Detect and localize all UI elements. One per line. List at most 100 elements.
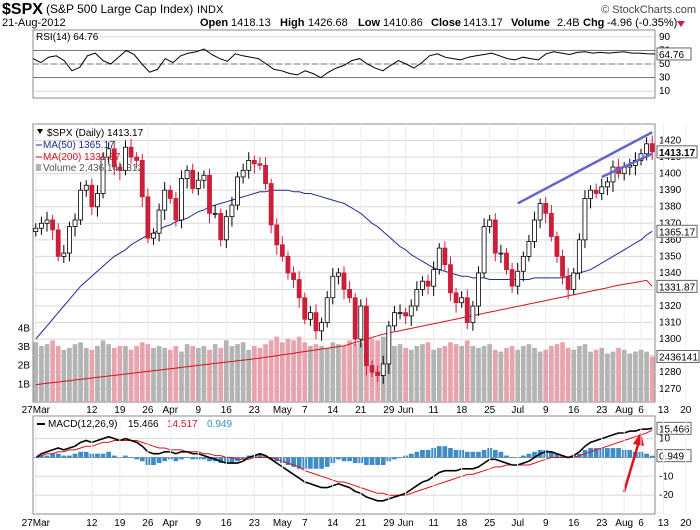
x-tick-label: May: [273, 518, 292, 529]
volume-bar: [291, 340, 296, 402]
volume-bar: [251, 346, 257, 402]
x-tick-label: 29: [383, 518, 395, 529]
macd-histogram-bar: [184, 457, 190, 458]
macd-tick-label: -20: [659, 490, 674, 501]
rsi-tick-label: 30: [659, 73, 671, 84]
macd-histogram-bar: [190, 457, 196, 460]
volume-bar: [83, 347, 89, 402]
macd-histogram-bar: [162, 457, 168, 462]
x-tick-label: 21: [355, 405, 367, 416]
quote-bar: Open 1418.13 High 1426.68 Low 1410.86 Cl…: [200, 17, 685, 29]
x-tick-label: 13: [658, 518, 670, 529]
volume-bar: [414, 346, 420, 402]
candle-body: [83, 184, 89, 191]
macd-histogram-bar: [347, 457, 352, 462]
macd-histogram-bar: [100, 453, 106, 458]
macd-histogram-bar: [509, 457, 515, 458]
volume-tick-label: 1B: [18, 379, 31, 390]
trendline: [601, 152, 653, 179]
volume-bar: [44, 344, 50, 402]
macd-histogram-bar: [123, 455, 128, 458]
volume-bar: [352, 344, 358, 402]
candle-body: [408, 305, 414, 317]
volume-bar: [576, 346, 582, 402]
macd-histogram-bar: [319, 457, 324, 469]
x-tick-label: 9: [196, 405, 202, 416]
macd-histogram-bar: [173, 457, 179, 462]
macd-histogram-bar: [50, 453, 55, 458]
x-tick-label: 23: [249, 405, 261, 416]
x-axis-middle: 27Mar 12 19 26 Apr 9 16 23 May 7 14 21 29 Jun 11 18 25 Ju…: [22, 405, 692, 416]
macd-histogram-bar: [436, 446, 442, 458]
macd-histogram-bar: [448, 448, 453, 458]
x-tick-label: 9: [196, 518, 202, 529]
x-tick-label: Jul: [511, 518, 524, 529]
volume-bar: [257, 347, 263, 402]
macd-frame: [32, 415, 656, 515]
volume-bar: [190, 346, 196, 402]
candle-body: [347, 289, 353, 299]
macd-histogram-bar: [498, 451, 504, 458]
x-tick-label: 11: [428, 518, 439, 529]
candle-body: [593, 189, 599, 194]
rsi-value-label: 64.76: [659, 50, 684, 61]
close-label: Close: [431, 17, 461, 29]
x-tick-label: 27Mar: [22, 405, 51, 416]
candle-body: [117, 166, 123, 171]
macd-histogram-bar: [134, 457, 140, 460]
volume-bar: [504, 347, 509, 402]
volume-bar: [218, 347, 224, 402]
macd-histogram-bar: [610, 448, 616, 458]
price-tick-label: 1390: [659, 185, 682, 196]
candle-body: [330, 275, 336, 299]
volume-bar: [145, 344, 151, 402]
volume-bar: [453, 344, 459, 402]
macd-legend-hist: 0.949: [207, 419, 232, 430]
x-tick-label: 16: [221, 405, 233, 416]
candle-body: [649, 143, 655, 153]
macd-histogram-bar: [106, 451, 112, 458]
macd-histogram-bar: [336, 457, 341, 460]
volume-bar: [526, 344, 532, 402]
candle-body: [397, 312, 403, 315]
price-value-box: [656, 279, 698, 293]
price-tick-label: 1320: [659, 301, 682, 312]
candle-body: [464, 297, 470, 323]
volume-bar: [151, 347, 156, 402]
macd-histogram-bar: [649, 455, 655, 458]
macd-histogram-bar: [156, 457, 162, 464]
x-tick-label: 9: [543, 405, 549, 416]
macd-histogram-bar: [453, 449, 459, 458]
price-tick-label: 1420: [659, 136, 682, 147]
volume-bar: [425, 342, 431, 402]
macd-histogram-bar: [313, 457, 319, 469]
macd-value-label: 0.949: [659, 452, 684, 463]
macd-histogram-bar: [492, 449, 498, 458]
macd-histogram-bar: [520, 455, 526, 458]
macd-histogram-bar: [420, 449, 425, 458]
macd-histogram-bar: [67, 455, 72, 458]
candle-body: [106, 148, 112, 158]
x-tick-label: 11: [428, 405, 439, 416]
candle-body: [453, 292, 459, 304]
candle-body: [470, 305, 476, 323]
candle-body: [526, 241, 532, 257]
volume-bar: [61, 349, 67, 402]
volume-bar: [593, 349, 599, 402]
volume-bar: [319, 346, 324, 402]
down-arrow-icon: [677, 21, 685, 27]
candle-body: [235, 176, 240, 206]
volume-bar: [408, 349, 414, 402]
candle-body: [358, 305, 364, 340]
volume-value: 2.4B: [557, 17, 580, 29]
volume-bar: [134, 346, 140, 402]
volume-bar: [89, 349, 95, 402]
macd-histogram-bar: [380, 457, 386, 465]
volume-tick-label: 2B: [18, 361, 31, 372]
volume-bar: [470, 346, 476, 402]
volume-bar: [633, 351, 638, 402]
candle-body: [145, 196, 151, 239]
macd-legend-signal: 14.517: [167, 419, 198, 430]
macd-histogram-bar: [369, 457, 375, 465]
price-tick-label: 1370: [659, 218, 682, 229]
